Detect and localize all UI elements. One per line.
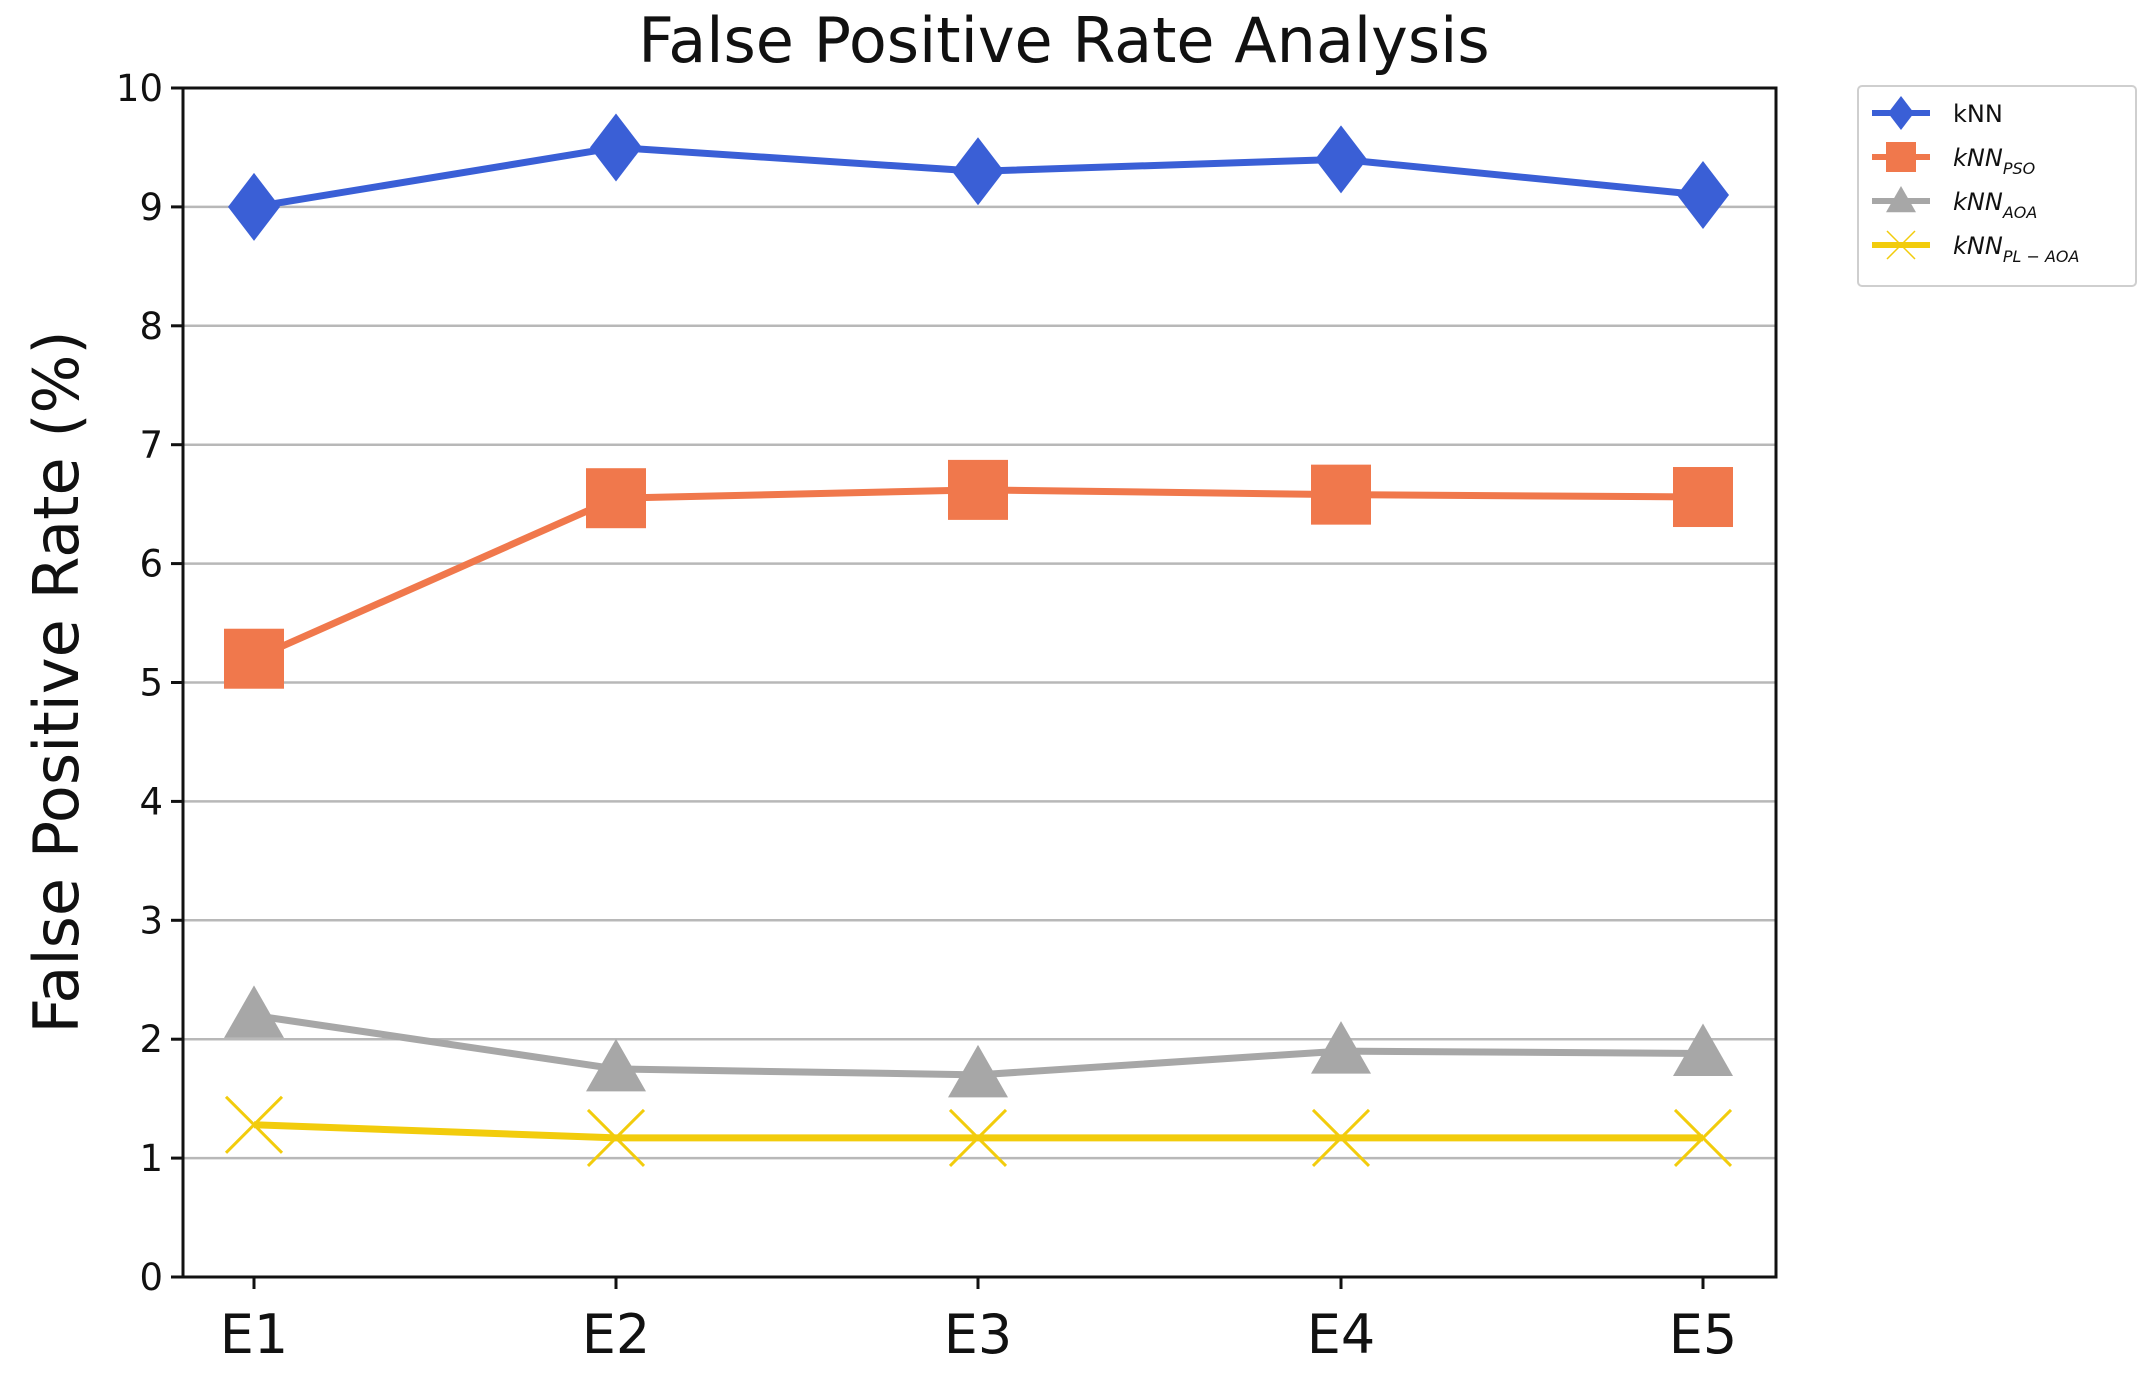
x-tick-label: E3 [944,1303,1012,1366]
y-tick-label: 3 [139,899,163,942]
gridlines [183,205,1776,1160]
series-knn [228,113,1729,241]
y-axis-label: False Positive Rate (%) [20,330,93,1033]
y-tick-label: 5 [139,662,163,705]
legend-marker [1888,96,1914,130]
data-point [586,468,646,529]
y-tick-label: 10 [116,67,163,110]
x-tick-label: E2 [582,1303,650,1366]
legend-marker [1886,186,1916,213]
y-tick-label: 6 [139,543,163,586]
y-tick-label: 2 [139,1018,163,1061]
data-point [952,137,1004,206]
legend-label: kNNAOA [1953,188,2037,222]
legend-item: kNNPL − AOA [1872,230,2079,266]
data-point [228,172,280,241]
legend-item: kNN [1872,96,2003,130]
data-point [1673,1023,1733,1076]
legend-label: kNNPSO [1953,144,2035,178]
chart-title: False Positive Rate Analysis [638,4,1489,77]
data-point [948,1044,1008,1098]
data-point [948,459,1008,520]
y-tick-label: 0 [139,1256,163,1299]
data-point [224,628,284,689]
series-knn-pso [224,459,1733,689]
data-point [948,1108,1008,1167]
legend-label: kNNPL − AOA [1953,232,2079,266]
y-tick-label: 8 [139,305,163,348]
data-point [590,113,642,182]
data-point [224,985,284,1038]
legend-item: kNNPSO [1872,142,2035,178]
y-tick-label: 4 [139,780,163,823]
data-point [224,1095,284,1154]
legend: kNN kNNPSO kNNAOA kNNPL − AOA [1857,85,2137,287]
legend-label: kNN [1953,100,2003,128]
data-point [1311,1021,1371,1074]
data-point [1315,125,1367,194]
x-tick-label: E5 [1669,1303,1737,1366]
x-tick-label: E4 [1307,1303,1375,1366]
data-point [1673,1108,1733,1167]
legend-box [1857,85,2137,287]
data-point [586,1108,646,1167]
series-knn-pl-aoa [224,1095,1733,1167]
series-layer [224,113,1733,1167]
y-tick-label: 7 [139,424,163,467]
data-point [1311,1108,1371,1167]
data-point [1311,464,1371,525]
data-point [586,1038,646,1092]
data-point [1673,467,1733,528]
axes: 0 1 2 3 4 5 6 7 8 9 10 E1 E2 E3 E4 E5 [116,67,1737,1366]
x-tick-label: E1 [220,1303,288,1366]
series-knn-aoa [224,985,1733,1098]
y-tick-label: 1 [139,1137,163,1180]
data-point [1677,161,1729,230]
y-tick-label: 9 [139,186,163,229]
legend-marker [1886,142,1916,172]
legend-marker [1886,230,1916,260]
legend-item: kNNAOA [1872,186,2037,222]
